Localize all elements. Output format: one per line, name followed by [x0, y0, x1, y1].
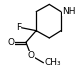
Text: CH₃: CH₃: [44, 58, 61, 67]
Text: O: O: [8, 38, 15, 47]
Text: F: F: [16, 23, 21, 32]
Text: NH: NH: [62, 7, 76, 16]
Text: O: O: [28, 51, 35, 60]
